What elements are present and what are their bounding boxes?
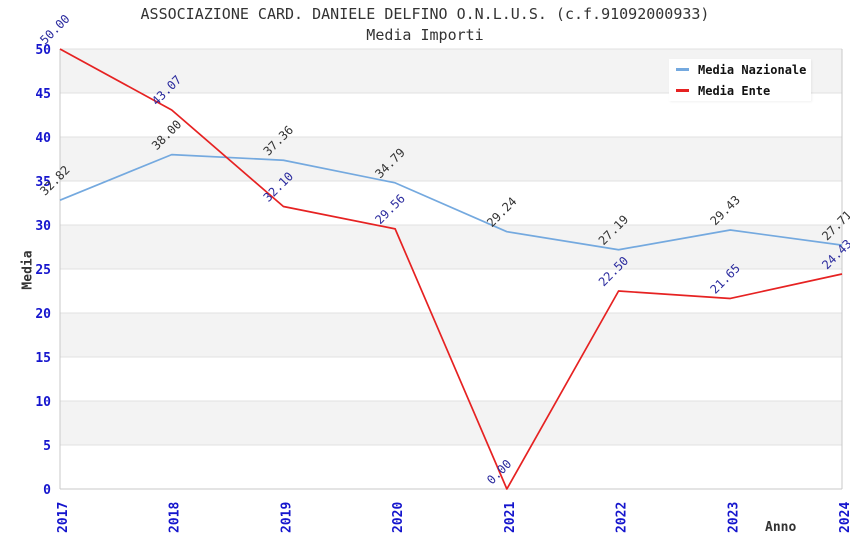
x-tick-label-2022: 2022: [615, 502, 630, 533]
line-swatch-media-ente: [676, 89, 689, 92]
y-tick-label: 45: [35, 87, 51, 102]
y-tick-label: 35: [35, 175, 51, 190]
legend-label-media-ente: Media Ente: [698, 83, 771, 98]
y-tick-label: 30: [35, 219, 51, 234]
y-tick-label: 5: [43, 439, 51, 454]
point-label-media-nazionale: 29.24: [484, 194, 519, 229]
series-line-media-nazionale: [59, 153, 843, 251]
series-line-media-ente: [59, 48, 843, 490]
plot-band: [60, 401, 842, 445]
y-tick-label: 40: [35, 131, 51, 146]
y-tick-label: 10: [35, 395, 51, 410]
x-tick-label-2020: 2020: [391, 502, 406, 533]
legend-item-media-nazionale: Media Nazionale: [676, 61, 811, 79]
legend-label-media-nazionale: Media Nazionale: [698, 62, 807, 77]
plot-band: [60, 313, 842, 357]
y-tick-label: 0: [43, 483, 51, 498]
y-tick-label: 25: [35, 263, 51, 278]
chart-title: ASSOCIAZIONE CARD. DANIELE DELFINO O.N.L…: [140, 5, 710, 23]
x-tick-label-2021: 2021: [503, 502, 518, 533]
legend: Media Nazionale Media Ente: [669, 59, 811, 101]
x-tick-label-2019: 2019: [279, 502, 294, 533]
y-tick-label: 20: [35, 307, 51, 322]
y-tick-label: 15: [35, 351, 51, 366]
x-tick-label-2024: 2024: [838, 502, 850, 533]
plot-band: [60, 137, 842, 181]
x-axis-title: Anno: [765, 520, 797, 535]
line-swatch-media-nazionale: [676, 68, 689, 71]
y-tick-label: 50: [35, 43, 51, 58]
x-tick-label-2023: 2023: [726, 502, 741, 533]
legend-item-media-ente: Media Ente: [676, 82, 811, 100]
point-label-media-ente: 50.00: [37, 12, 72, 47]
point-label-media-ente: 29.56: [372, 192, 407, 227]
x-tick-label-2018: 2018: [168, 502, 183, 533]
chart-subtitle: Media Importi: [366, 26, 484, 44]
x-tick-label-2017: 2017: [56, 502, 71, 533]
point-label-media-nazionale: 29.43: [708, 193, 743, 228]
plot-band: [60, 225, 842, 269]
y-axis-title: Media: [20, 250, 36, 290]
